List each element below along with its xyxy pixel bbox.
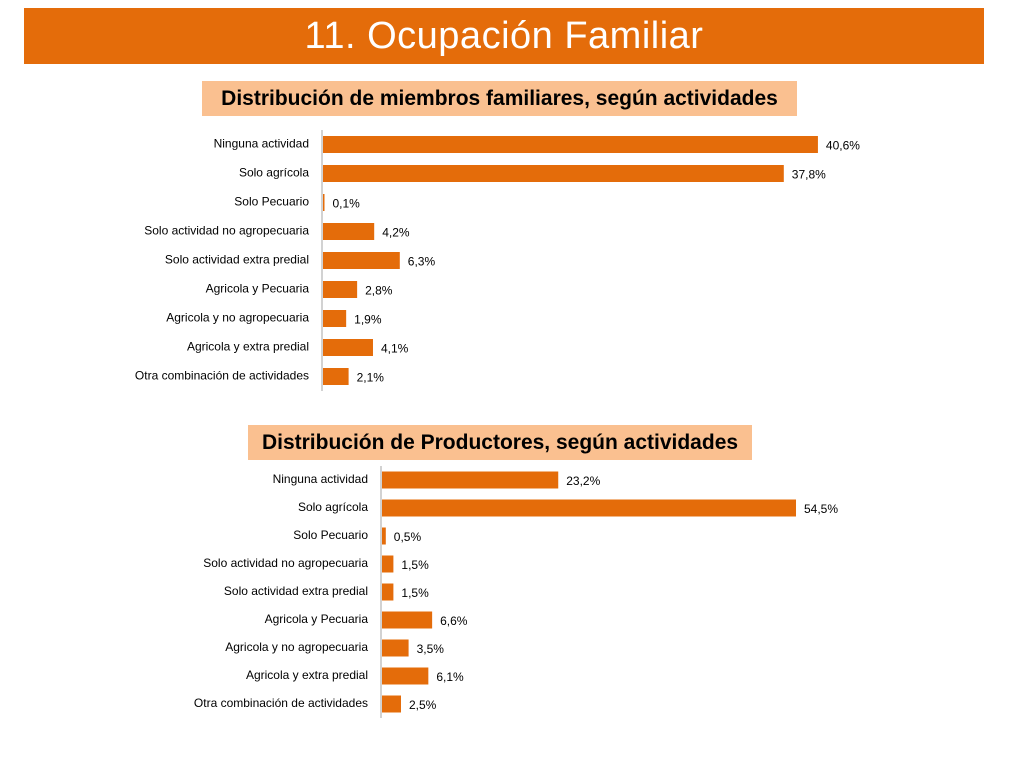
chart2-bar [382,639,409,657]
chart1-category-label: Solo Pecuario [234,195,309,209]
chart2-bar [382,499,797,517]
chart2-bar [382,695,401,713]
chart1-category-label: Solo actividad no agropecuaria [144,224,309,238]
chart1-category-label: Solo agrícola [239,166,309,180]
chart1-value-label: 1,9% [354,313,382,327]
chart1-value-label: 6,3% [408,255,436,269]
chart1-category-label: Solo actividad extra predial [165,253,309,267]
chart1-value-label: 40,6% [826,139,860,153]
chart2-bar [382,583,394,601]
chart2-category-label: Ninguna actividad [273,472,368,486]
chart2-value-label: 3,5% [417,642,445,656]
chart1-bar [323,310,347,327]
chart2-category-label: Solo agrícola [298,500,368,514]
chart1-value-label: 2,1% [357,371,385,385]
chart2-category-label: Solo actividad extra predial [224,584,368,598]
chart2-bar [382,527,386,545]
chart2-category-label: Otra combinación de actividades [194,696,368,710]
chart1-value-label: 0,1% [333,197,361,211]
chart2-value-label: 2,5% [409,698,437,712]
chart1-category-label: Agricola y no agropecuaria [166,311,309,325]
chart1-bar [323,194,325,211]
chart2-category-label: Solo Pecuario [293,528,368,542]
chart2-category-label: Agricola y extra predial [246,668,368,682]
chart1-category-label: Agricola y Pecuaria [206,282,310,296]
chart1-bar [323,281,358,298]
chart1-bar [323,252,400,269]
chart2-value-label: 0,5% [394,530,422,544]
chart2-value-label: 6,6% [440,614,468,628]
chart2-value-label: 54,5% [804,502,838,516]
chart1-category-label: Agricola y extra predial [187,340,309,354]
chart2-category-label: Solo actividad no agropecuaria [203,556,368,570]
chart1-bar [323,223,375,240]
chart2-value-label: 23,2% [566,474,600,488]
chart2-bar [382,667,429,685]
chart2-value-label: 6,1% [436,670,464,684]
chart1-category-label: Ninguna actividad [214,137,309,151]
chart1-category-label: Otra combinación de actividades [135,369,309,383]
chart1-bar [323,136,818,153]
chart2-title: Distribución de Productores, según activ… [248,425,752,460]
chart1-value-label: 4,1% [381,342,409,356]
chart1-value-label: 37,8% [792,168,826,182]
chart1-value-label: 4,2% [382,226,410,240]
chart1-bar [323,368,349,385]
chart2-value-label: 1,5% [401,586,429,600]
chart2-bar [382,611,433,629]
chart2-value-label: 1,5% [401,558,429,572]
chart2-category-label: Agricola y Pecuaria [265,612,369,626]
chart2-category-label: Agricola y no agropecuaria [225,640,368,654]
chart2-bar [382,555,394,573]
chart1-title: Distribución de miembros familiares, seg… [202,81,797,116]
chart1-bar [323,165,784,182]
chart1-value-label: 2,8% [365,284,393,298]
page-title: 11. Ocupación Familiar [24,8,984,64]
chart1-bar [323,339,373,356]
chart2-bar [382,471,559,489]
